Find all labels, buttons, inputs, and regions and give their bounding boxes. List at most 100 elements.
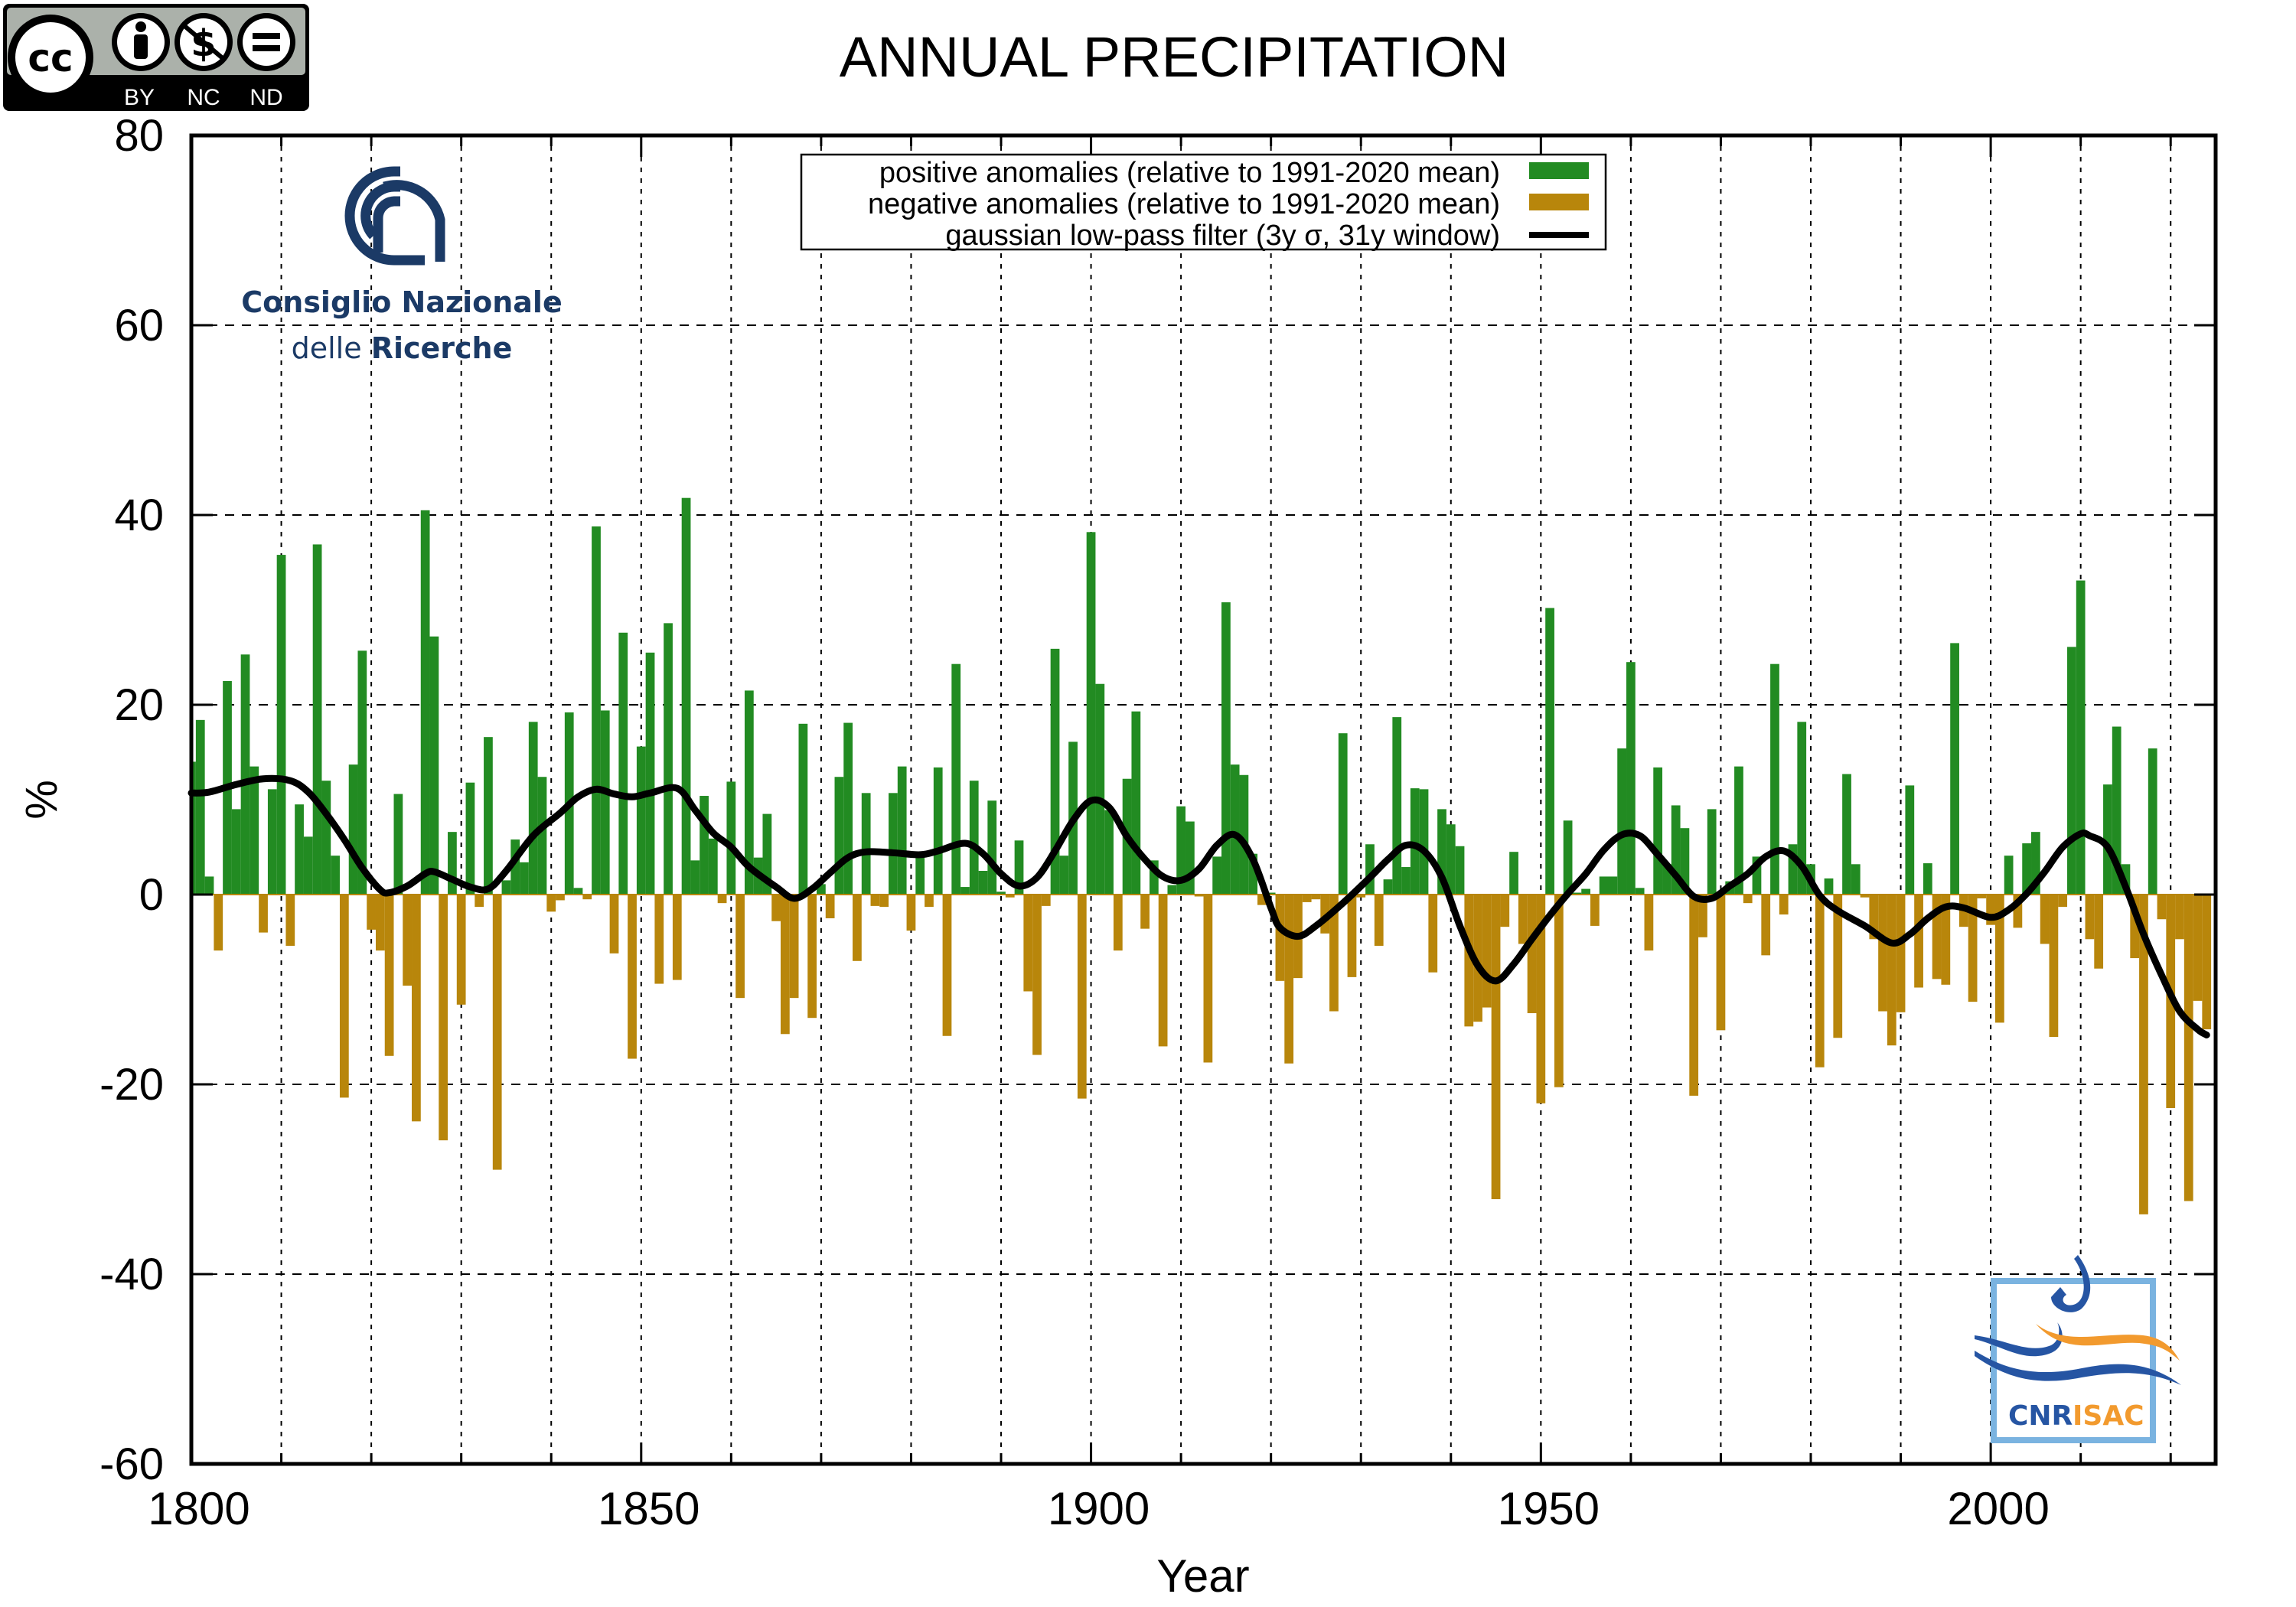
bar-positive — [2112, 726, 2122, 895]
bar-negative — [2094, 895, 2104, 969]
bar-negative — [1374, 895, 1384, 946]
cnr-emblem-icon — [344, 166, 445, 266]
bar-negative — [1158, 895, 1168, 1047]
isac-waves-icon — [1975, 1255, 2181, 1385]
cnr-logo: Consiglio Nazionale delle Ricerche — [241, 166, 563, 365]
bar-negative — [1077, 895, 1087, 1099]
x-tick-label: 1850 — [598, 1483, 700, 1534]
license-badge[interactable]: cc $ BY NC ND — [3, 4, 309, 111]
bar-negative — [1554, 895, 1564, 1087]
bar-negative — [1716, 895, 1726, 1031]
bar-positive — [1419, 789, 1429, 895]
cnr-logo-line2-bold: Ricerche — [371, 331, 513, 365]
bar-positive — [1851, 864, 1861, 895]
bar-negative — [771, 895, 781, 921]
bar-negative — [735, 895, 745, 999]
bar-negative — [1878, 895, 1887, 1012]
bar-positive — [817, 884, 826, 895]
bar-negative — [439, 895, 448, 1141]
bar-positive — [1086, 532, 1096, 895]
bar-positive — [1185, 821, 1195, 895]
bar-positive — [520, 862, 529, 895]
bar-negative — [925, 895, 934, 908]
bar-negative — [556, 895, 565, 901]
bar-negative — [1815, 895, 1825, 1068]
license-label-nc: NC — [187, 85, 220, 110]
bar-positive — [276, 555, 286, 895]
bar-positive — [528, 722, 538, 895]
bar-positive — [996, 892, 1006, 895]
bar-positive — [1824, 878, 1834, 895]
bar-positive — [1437, 809, 1446, 895]
bar-positive — [708, 838, 718, 895]
bar-positive — [592, 526, 601, 895]
y-tick-label: 0 — [139, 870, 164, 920]
bar-positive — [2022, 843, 2032, 895]
bar-positive — [1455, 846, 1465, 895]
bar-positive — [1383, 879, 1393, 895]
bar-positive — [1104, 810, 1114, 895]
bar-negative — [1896, 895, 1906, 1012]
bar-negative — [1320, 895, 1330, 934]
bar-negative — [1032, 895, 1042, 1055]
bar-negative — [1347, 895, 1357, 977]
bar-positive — [1788, 844, 1798, 895]
bar-negative — [1761, 895, 1771, 956]
bar-positive — [1608, 876, 1618, 895]
bar-negative — [546, 895, 556, 912]
bar-negative — [1887, 895, 1896, 1046]
bar-negative — [654, 895, 664, 984]
bar-positive — [1626, 662, 1636, 895]
bar-negative — [853, 895, 862, 961]
bar-positive — [915, 857, 925, 895]
bar-negative — [1743, 895, 1753, 904]
bar-positive — [1401, 867, 1411, 895]
bar-negative — [1464, 895, 1474, 1027]
bar-negative — [628, 895, 637, 1059]
bar-positive — [1797, 722, 1807, 895]
bar-positive — [331, 856, 340, 895]
x-tick-label: 1900 — [1048, 1483, 1150, 1534]
bar-negative — [214, 895, 223, 951]
bar-negative — [1041, 895, 1051, 906]
bar-negative — [2157, 895, 2167, 920]
bar-positive — [231, 809, 241, 895]
bar-negative — [2175, 895, 2184, 940]
bar-negative — [825, 895, 835, 918]
bar-positive — [2067, 647, 2076, 895]
bar-negative — [906, 895, 916, 931]
bar-positive — [1680, 828, 1690, 895]
bar-positive — [636, 746, 646, 895]
isac-logo-cnr: CNR — [2008, 1400, 2073, 1432]
bar-positive — [1653, 767, 1663, 895]
bar-negative — [1473, 895, 1482, 1022]
bar-positive — [321, 781, 331, 895]
bar-positive — [204, 876, 214, 895]
bar-positive — [357, 650, 367, 895]
bar-positive — [600, 710, 610, 895]
bar-positive — [484, 737, 493, 895]
bar-negative — [2049, 895, 2059, 1037]
legend-label-negative: negative anomalies (relative to 1991-202… — [868, 188, 1500, 220]
bar-positive — [1617, 748, 1627, 895]
bar-positive — [681, 497, 691, 895]
bar-negative — [1113, 895, 1123, 951]
isac-logo: CNR ISAC — [1975, 1255, 2181, 1443]
bar-positive — [1176, 806, 1186, 895]
bar-positive — [969, 781, 979, 895]
bar-positive — [2031, 832, 2040, 895]
plot-frame — [189, 133, 2218, 1466]
bar-positive — [1572, 892, 1582, 895]
bar-positive — [1707, 809, 1717, 895]
bar-positive — [1842, 774, 1851, 895]
legend-swatch-positive — [1529, 162, 1589, 179]
bar-negative — [609, 895, 619, 953]
bar-negative — [1005, 895, 1015, 898]
bar-negative — [1302, 895, 1312, 902]
x-tick-label: 1800 — [148, 1483, 249, 1534]
bar-positive — [1059, 856, 1069, 895]
filter-line — [188, 774, 2210, 1039]
no-derivatives-icon — [237, 13, 295, 71]
bar-positive — [249, 766, 259, 895]
bar-positive — [1923, 863, 1932, 895]
